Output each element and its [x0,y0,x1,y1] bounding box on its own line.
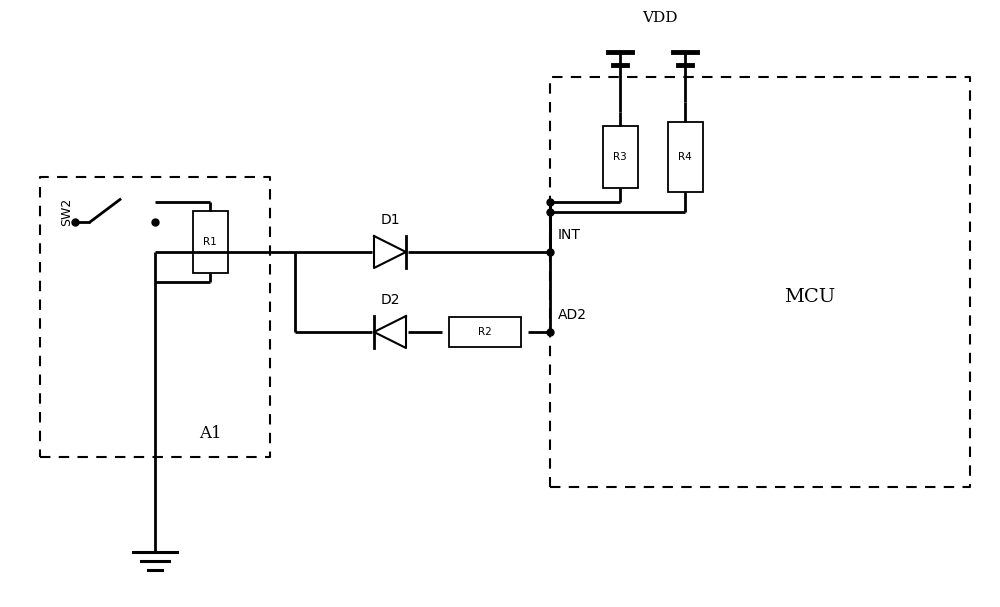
Text: R4: R4 [678,152,692,162]
Bar [602,126,638,188]
Text: R3: R3 [613,152,627,162]
Bar [668,122,702,192]
Text: D2: D2 [380,293,400,307]
Text: INT: INT [558,228,581,242]
Text: R1: R1 [203,237,217,247]
Text: R2: R2 [478,327,492,337]
Text: SW2: SW2 [60,198,74,226]
Text: D1: D1 [380,213,400,227]
Text: VDD: VDD [642,11,678,25]
Text: AD2: AD2 [558,308,587,322]
Text: MCU: MCU [784,288,836,306]
Bar [449,317,521,347]
Text: A1: A1 [199,425,221,442]
Bar [192,211,228,273]
